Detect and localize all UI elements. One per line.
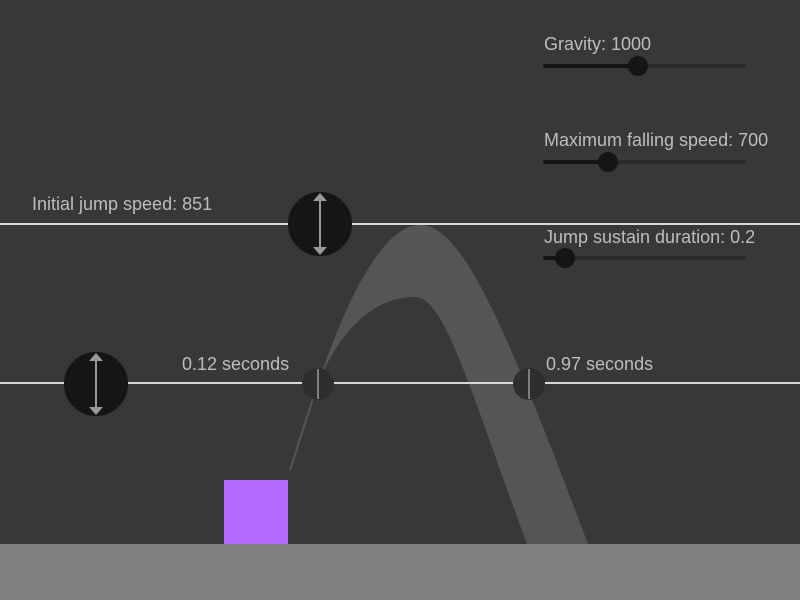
time-marker-left <box>302 368 334 400</box>
gravity-slider-thumb[interactable] <box>628 56 649 76</box>
max-fall-speed-label: Maximum falling speed: 700 <box>544 130 769 150</box>
gravity-slider[interactable] <box>543 56 746 76</box>
gravity-label: Gravity: 1000 <box>544 34 652 54</box>
reference-height-handle[interactable] <box>64 352 128 416</box>
max-fall-speed-slider-thumb[interactable] <box>597 152 618 172</box>
jump-sustain-slider-thumb[interactable] <box>555 248 576 268</box>
max-fall-speed-slider[interactable] <box>543 152 746 172</box>
player-block <box>224 480 288 544</box>
time-right-label: 0.97 seconds <box>546 354 654 374</box>
jump-height-handle[interactable] <box>288 192 352 256</box>
trajectory-band <box>318 225 588 544</box>
time-marker-right <box>513 368 545 400</box>
time-left-label: 0.12 seconds <box>182 354 290 374</box>
jump-sustain-label: Jump sustain duration: 0.2 <box>544 227 756 247</box>
jump-speed-label: Initial jump speed: 851 <box>32 194 213 214</box>
jump-sustain-slider[interactable] <box>543 248 746 268</box>
ground <box>0 544 800 600</box>
